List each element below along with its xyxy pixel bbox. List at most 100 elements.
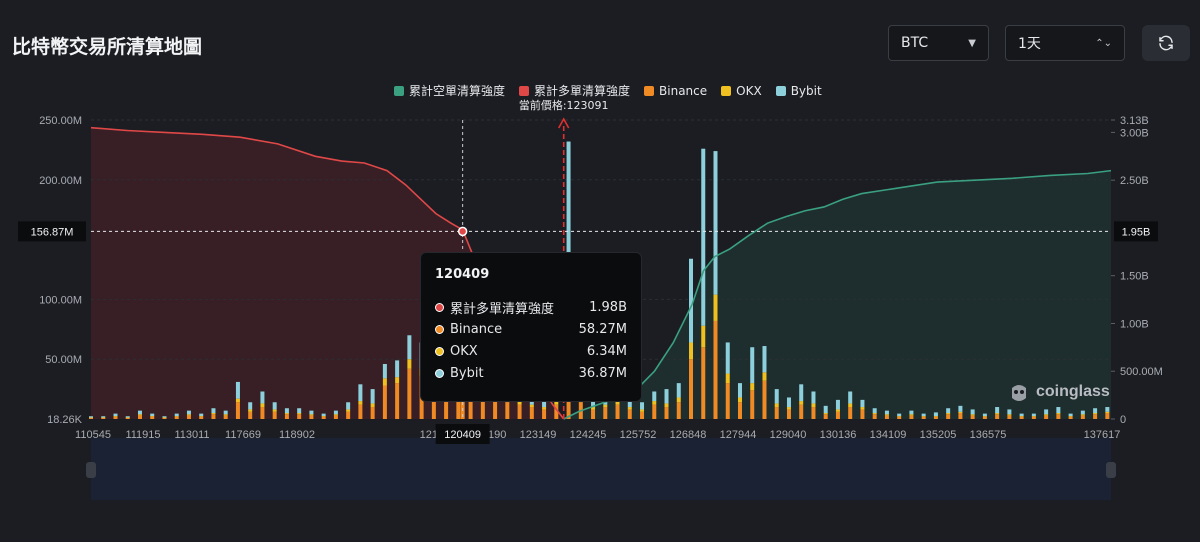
bar-okx [211, 413, 216, 415]
bar-bybit [272, 402, 277, 410]
crosshair-x-label: 120409 [444, 429, 481, 441]
period-select[interactable]: 1天 ⌃⌄ [1005, 25, 1125, 61]
bar-okx [150, 416, 155, 417]
x-tick-label: 117669 [225, 429, 261, 441]
legend-label: 累計空單清算強度 [409, 84, 506, 98]
bar-binance [689, 359, 694, 419]
bar-bybit [211, 408, 216, 414]
bar-binance [640, 411, 645, 419]
bar-bybit [860, 399, 865, 408]
bar-okx [860, 407, 865, 410]
bar-bybit [958, 405, 963, 412]
bar-bybit [1031, 413, 1036, 417]
bar-okx [554, 401, 559, 405]
bar-bybit [872, 408, 877, 414]
legend-item[interactable]: 累計多單清算強度 [519, 82, 630, 99]
bar-okx [627, 407, 632, 410]
refresh-button[interactable] [1142, 25, 1190, 61]
bar-okx [835, 409, 840, 412]
legend-swatch [394, 85, 404, 96]
tooltip-series-name: Binance [450, 321, 503, 337]
coin-select[interactable]: BTC ▼ [888, 25, 989, 61]
bar-bybit [113, 413, 118, 417]
bar-bybit [223, 410, 228, 415]
coin-select-value: BTC [901, 35, 929, 51]
bar-bybit [1093, 408, 1098, 414]
bar-bybit [909, 410, 914, 415]
bar-okx [664, 403, 669, 408]
bar-okx [884, 414, 889, 416]
crosshair-y-left-badge [18, 221, 86, 242]
bar-binance [627, 409, 632, 419]
bar-bybit [1056, 407, 1061, 414]
legend-item[interactable]: Binance [644, 82, 707, 99]
bar-okx [725, 373, 730, 384]
bar-binance [529, 407, 534, 419]
bar-binance [223, 415, 228, 419]
bar-bybit [750, 347, 755, 384]
bar-bybit [1044, 409, 1049, 415]
bar-okx [321, 416, 326, 417]
updown-chevron-icon: ⌃⌄ [1095, 37, 1112, 49]
bar-okx [235, 398, 240, 403]
bar-okx [591, 407, 596, 410]
x-tick-label: 130136 [820, 429, 857, 441]
tooltip-series-name: Bybit [450, 365, 484, 381]
bar-bybit [186, 410, 191, 415]
bar-bybit [199, 413, 204, 417]
bar-bybit [897, 413, 902, 417]
crosshair-y-right-badge [1114, 221, 1158, 242]
y-left-tick-label: 18.26K [47, 414, 83, 426]
bar-binance [382, 385, 387, 419]
bar-okx [713, 294, 718, 321]
bar-bybit [162, 416, 167, 418]
bar-binance [199, 416, 204, 419]
bar-bybit [823, 405, 828, 414]
current-price-arrow [557, 117, 570, 129]
bar-binance [725, 383, 730, 419]
bar-okx [199, 416, 204, 417]
range-slider-track [91, 438, 1111, 500]
bar-bybit [235, 381, 240, 399]
y-right-tick-label: 1.00B [1120, 318, 1149, 330]
legend-item[interactable]: Bybit [775, 82, 822, 99]
legend-item[interactable]: 累計空單清算強度 [394, 82, 505, 99]
bar-okx [1080, 414, 1085, 416]
bar-binance [860, 409, 865, 419]
bar-bybit [297, 408, 302, 414]
bar-binance [872, 414, 877, 419]
bar-okx [652, 401, 657, 405]
bar-binance [823, 414, 828, 419]
bar-okx [358, 401, 363, 405]
bar-binance [321, 416, 326, 419]
bar-bybit [1007, 409, 1012, 415]
x-tick-label: 125752 [620, 429, 657, 441]
bar-binance [137, 415, 142, 419]
tooltip-title: 120409 [435, 267, 490, 282]
range-slider-left-handle [86, 462, 96, 478]
x-tick-label: 111915 [125, 429, 160, 441]
legend-swatch [644, 85, 655, 96]
bar-okx [248, 409, 253, 412]
bar-bybit [1019, 413, 1024, 417]
legend-item[interactable]: OKX [721, 82, 762, 99]
y-left-tick-label: 50.00M [45, 354, 82, 366]
bar-binance [958, 413, 963, 419]
bar-okx [615, 401, 620, 405]
bar-okx [272, 409, 277, 412]
bar-bybit [946, 408, 951, 414]
bar-binance [150, 416, 155, 419]
x-tick-label: 110545 [75, 429, 111, 441]
bar-binance [982, 416, 987, 419]
bar-bybit [382, 363, 387, 379]
bar-binance [395, 383, 400, 419]
y-right-tick-label: 1.50B [1120, 271, 1149, 283]
bar-binance [664, 407, 669, 419]
bar-okx [395, 377, 400, 384]
bar-binance [358, 404, 363, 419]
tooltip-dot [435, 324, 444, 334]
bar-binance [970, 415, 975, 419]
y-right-tick-label: 0 [1120, 414, 1126, 426]
bar-okx [309, 414, 314, 416]
legend-label: Binance [659, 83, 708, 98]
